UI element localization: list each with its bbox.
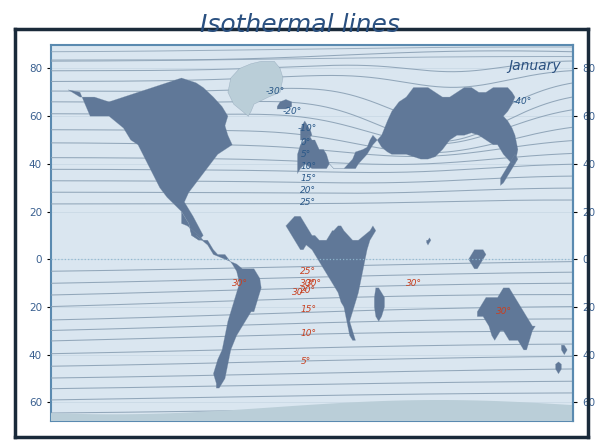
Polygon shape <box>374 288 385 321</box>
Polygon shape <box>182 211 203 240</box>
Polygon shape <box>301 121 312 140</box>
Text: 0°: 0° <box>301 138 311 147</box>
Text: January: January <box>509 59 562 73</box>
Text: -40°: -40° <box>512 97 532 106</box>
Polygon shape <box>286 216 376 340</box>
Text: 15°: 15° <box>301 173 316 183</box>
Polygon shape <box>298 87 518 173</box>
Polygon shape <box>427 238 431 245</box>
Text: 25°: 25° <box>301 198 316 206</box>
Text: 10°: 10° <box>301 329 316 338</box>
Text: -10°: -10° <box>298 124 317 132</box>
Polygon shape <box>469 250 486 269</box>
Text: 30°: 30° <box>496 307 512 316</box>
Text: 20°: 20° <box>301 186 316 194</box>
Polygon shape <box>196 235 261 388</box>
Text: 5°: 5° <box>301 357 311 366</box>
Polygon shape <box>51 400 573 421</box>
Text: 10°: 10° <box>301 162 316 171</box>
Text: 30°: 30° <box>301 279 316 288</box>
Text: 30°: 30° <box>406 279 422 288</box>
Polygon shape <box>500 154 518 186</box>
Text: 25°: 25° <box>301 267 316 276</box>
Text: 15°: 15° <box>301 305 316 314</box>
Text: 20°: 20° <box>301 286 316 295</box>
Text: -30°: -30° <box>266 87 285 95</box>
Text: Isothermal lines: Isothermal lines <box>200 13 400 37</box>
Text: 30°: 30° <box>232 279 248 288</box>
Polygon shape <box>277 99 292 109</box>
Polygon shape <box>478 288 535 350</box>
Text: -20°: -20° <box>283 107 302 116</box>
Text: 30°: 30° <box>292 288 308 297</box>
Text: 5°: 5° <box>301 150 311 159</box>
Polygon shape <box>68 78 232 240</box>
Polygon shape <box>228 61 283 116</box>
Polygon shape <box>556 362 562 374</box>
Polygon shape <box>562 345 567 355</box>
Text: 30°: 30° <box>306 279 322 288</box>
